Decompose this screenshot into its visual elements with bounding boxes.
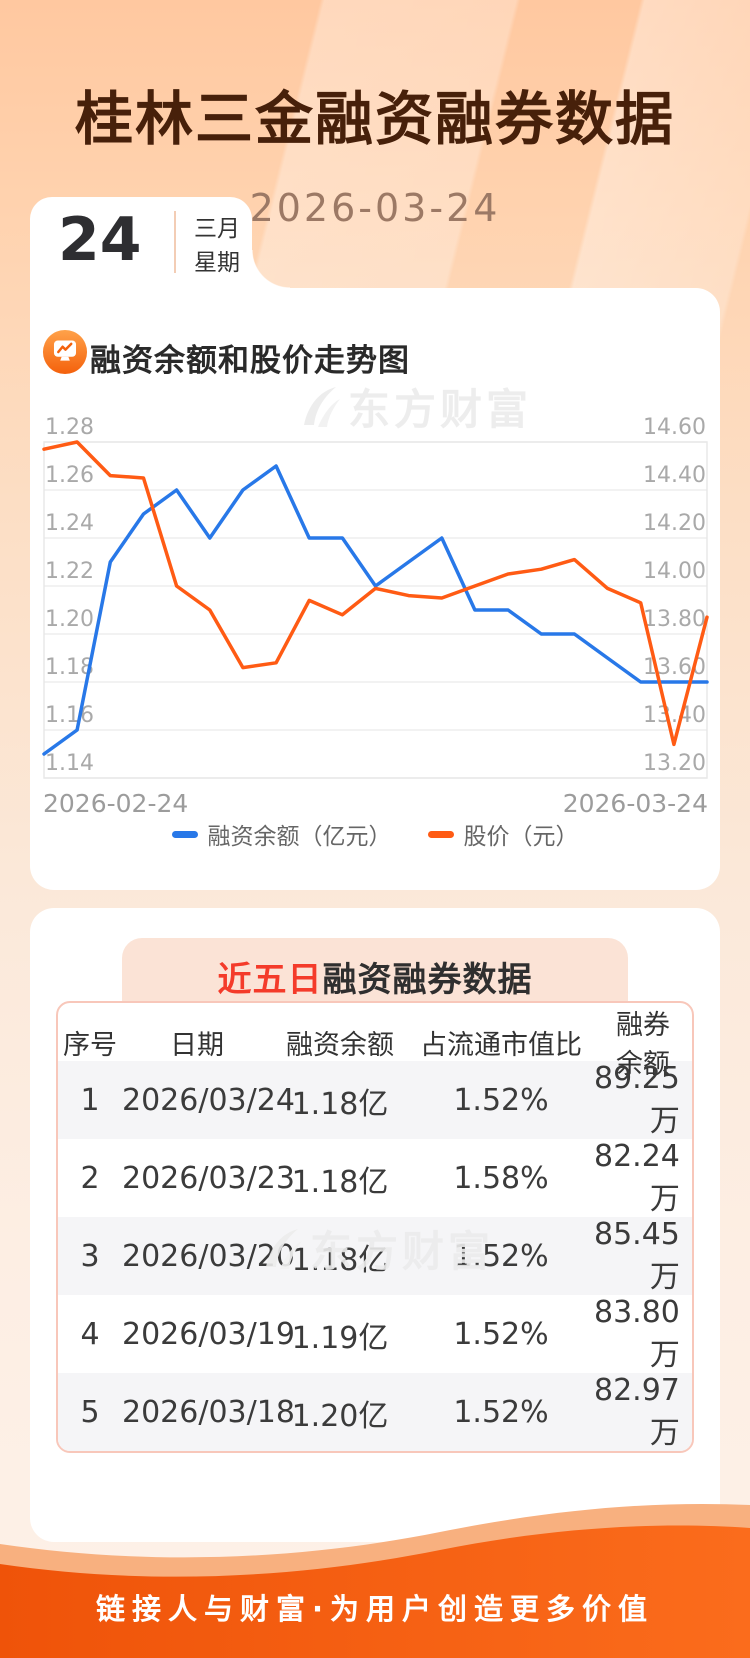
svg-text:2026-02-24: 2026-02-24 <box>43 789 188 818</box>
table-cell: 1.18亿 <box>291 1086 389 1122</box>
table-cell: 序号 <box>63 1029 117 1061</box>
table-cell: 4 <box>80 1317 100 1352</box>
table-cell: 83.80万 <box>594 1295 680 1373</box>
svg-text:13.20: 13.20 <box>643 751 706 776</box>
table-cell: 融资余额 <box>286 1029 394 1061</box>
svg-text:1.22: 1.22 <box>45 559 94 584</box>
svg-text:1.16: 1.16 <box>45 703 94 728</box>
calendar-month: 三月 <box>194 216 240 242</box>
svg-text:2026-03-24: 2026-03-24 <box>563 789 708 818</box>
calendar-divider <box>174 211 176 273</box>
table-cell: 1 <box>80 1083 100 1118</box>
svg-text:1.28: 1.28 <box>45 415 94 440</box>
svg-text:1.26: 1.26 <box>45 463 94 488</box>
table-cell: 1.52% <box>453 1317 549 1352</box>
table-cell: 85.45万 <box>594 1217 680 1295</box>
table-title-highlight: 近五日 <box>217 960 323 1000</box>
legend-dash-icon <box>427 830 454 838</box>
calendar-day: 24 <box>58 205 142 275</box>
svg-text:13.80: 13.80 <box>643 607 706 632</box>
svg-text:14.20: 14.20 <box>643 511 706 536</box>
table-cell: 1.18亿 <box>291 1164 389 1200</box>
table-row: 3 2026/03/20 1.18亿 1.52% 85.45万 <box>58 1217 692 1295</box>
calendar-card-fillet <box>252 250 290 288</box>
legend-dash-icon <box>171 830 198 838</box>
dual-axis-line-chart: 1.28 1.26 1.24 1.22 1.20 1.18 1.16 1.14 14.60 14.… <box>42 415 709 818</box>
margin-data-table: 序号 日期 融资余额 占流通市值比 融券余额 1 2026/03/24 1.18亿 1.52% 8… <box>56 1001 694 1453</box>
svg-text:1.18: 1.18 <box>45 655 94 680</box>
table-cell: 占流通市值比 <box>420 1029 582 1061</box>
table-cell: 1.19亿 <box>291 1320 389 1356</box>
table-cell: 融券余额 <box>616 1010 670 1080</box>
table-row: 2 2026/03/23 1.18亿 1.58% 82.24万 <box>58 1139 692 1217</box>
chart-legend: 融资余额（亿元） 股价（元） <box>30 818 720 850</box>
line-chart-icon <box>42 329 88 375</box>
table-cell: 1.52% <box>453 1395 549 1430</box>
legend-item: 融资余额（亿元） <box>171 817 392 851</box>
table-header-row: 序号 日期 融资余额 占流通市值比 融券余额 <box>58 1003 692 1080</box>
svg-text:14.40: 14.40 <box>643 463 706 488</box>
table-cell: 2026/03/23 <box>122 1161 295 1196</box>
table-cell: 1.18亿 <box>291 1242 389 1278</box>
table-title-rest: 融资融券数据 <box>322 960 533 1000</box>
table-row: 4 2026/03/19 1.19亿 1.52% 83.80万 <box>58 1295 692 1373</box>
svg-text:1.24: 1.24 <box>45 511 94 536</box>
chart-section-title: 融资余额和股价走势图 <box>90 343 410 379</box>
table-cell: 2026/03/20 <box>122 1239 295 1274</box>
svg-text:14.00: 14.00 <box>643 559 706 584</box>
table-cell: 2026/03/19 <box>122 1317 295 1352</box>
table-cell: 日期 <box>170 1029 224 1061</box>
legend-label: 股价（元） <box>463 824 579 850</box>
svg-text:14.60: 14.60 <box>643 415 706 440</box>
legend-item: 股价（元） <box>427 817 579 851</box>
svg-text:1.14: 1.14 <box>45 751 94 776</box>
header-date: 2026-03-24 <box>249 186 501 230</box>
legend-label: 融资余额（亿元） <box>207 824 392 850</box>
table-title: 近五日融资融券数据 <box>122 952 628 1001</box>
table-cell: 89.25万 <box>594 1061 680 1139</box>
table-cell: 82.97万 <box>594 1373 680 1451</box>
table-cell: 1.52% <box>453 1083 549 1118</box>
calendar-card: 24 三月 星期二 <box>30 197 252 310</box>
table-cell: 2026/03/18 <box>122 1395 295 1430</box>
table-cell: 1.52% <box>453 1239 549 1274</box>
chart-card: 融资余额和股价走势图 东方财富 1.28 1.26 1.24 1.22 1.20 1.18… <box>30 288 720 890</box>
svg-text:13.40: 13.40 <box>643 703 706 728</box>
table-row: 5 2026/03/18 1.20亿 1.52% 82.97万 <box>58 1373 692 1451</box>
footer-wave <box>0 1503 750 1658</box>
svg-text:1.20: 1.20 <box>45 607 94 632</box>
table-cell: 1.58% <box>453 1161 549 1196</box>
page-title: 桂林三金融资融券数据 <box>74 85 675 153</box>
table-cell: 5 <box>80 1395 100 1430</box>
table-cell: 2026/03/24 <box>122 1083 295 1118</box>
table-cell: 82.24万 <box>594 1139 680 1217</box>
table-cell: 1.20亿 <box>291 1398 389 1434</box>
table-cell: 3 <box>80 1239 100 1274</box>
table-row: 1 2026/03/24 1.18亿 1.52% 89.25万 <box>58 1061 692 1139</box>
footer-slogan: 链接人与财富·为用户创造更多价值 <box>95 1592 655 1626</box>
table-cell: 2 <box>80 1161 100 1196</box>
